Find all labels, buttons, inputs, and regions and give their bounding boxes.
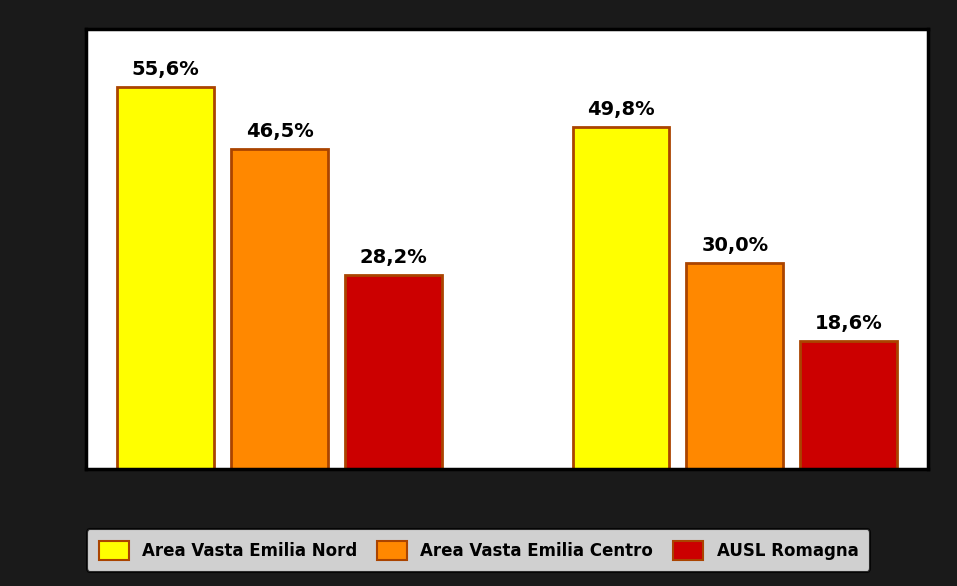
Bar — [345, 275, 442, 469]
Legend: Area Vasta Emilia Nord, Area Vasta Emilia Centro, AUSL Romagna: Area Vasta Emilia Nord, Area Vasta Emili… — [87, 529, 870, 572]
Bar — [686, 263, 783, 469]
Text: 49,8%: 49,8% — [588, 100, 655, 118]
Text: 46,5%: 46,5% — [246, 122, 314, 141]
Bar — [800, 341, 897, 469]
Bar — [232, 149, 328, 469]
Bar — [572, 127, 669, 469]
Text: 30,0%: 30,0% — [701, 236, 768, 254]
Text: 18,6%: 18,6% — [814, 314, 882, 333]
Text: 28,2%: 28,2% — [360, 248, 427, 267]
Text: 55,6%: 55,6% — [132, 60, 200, 79]
Bar — [118, 87, 214, 469]
